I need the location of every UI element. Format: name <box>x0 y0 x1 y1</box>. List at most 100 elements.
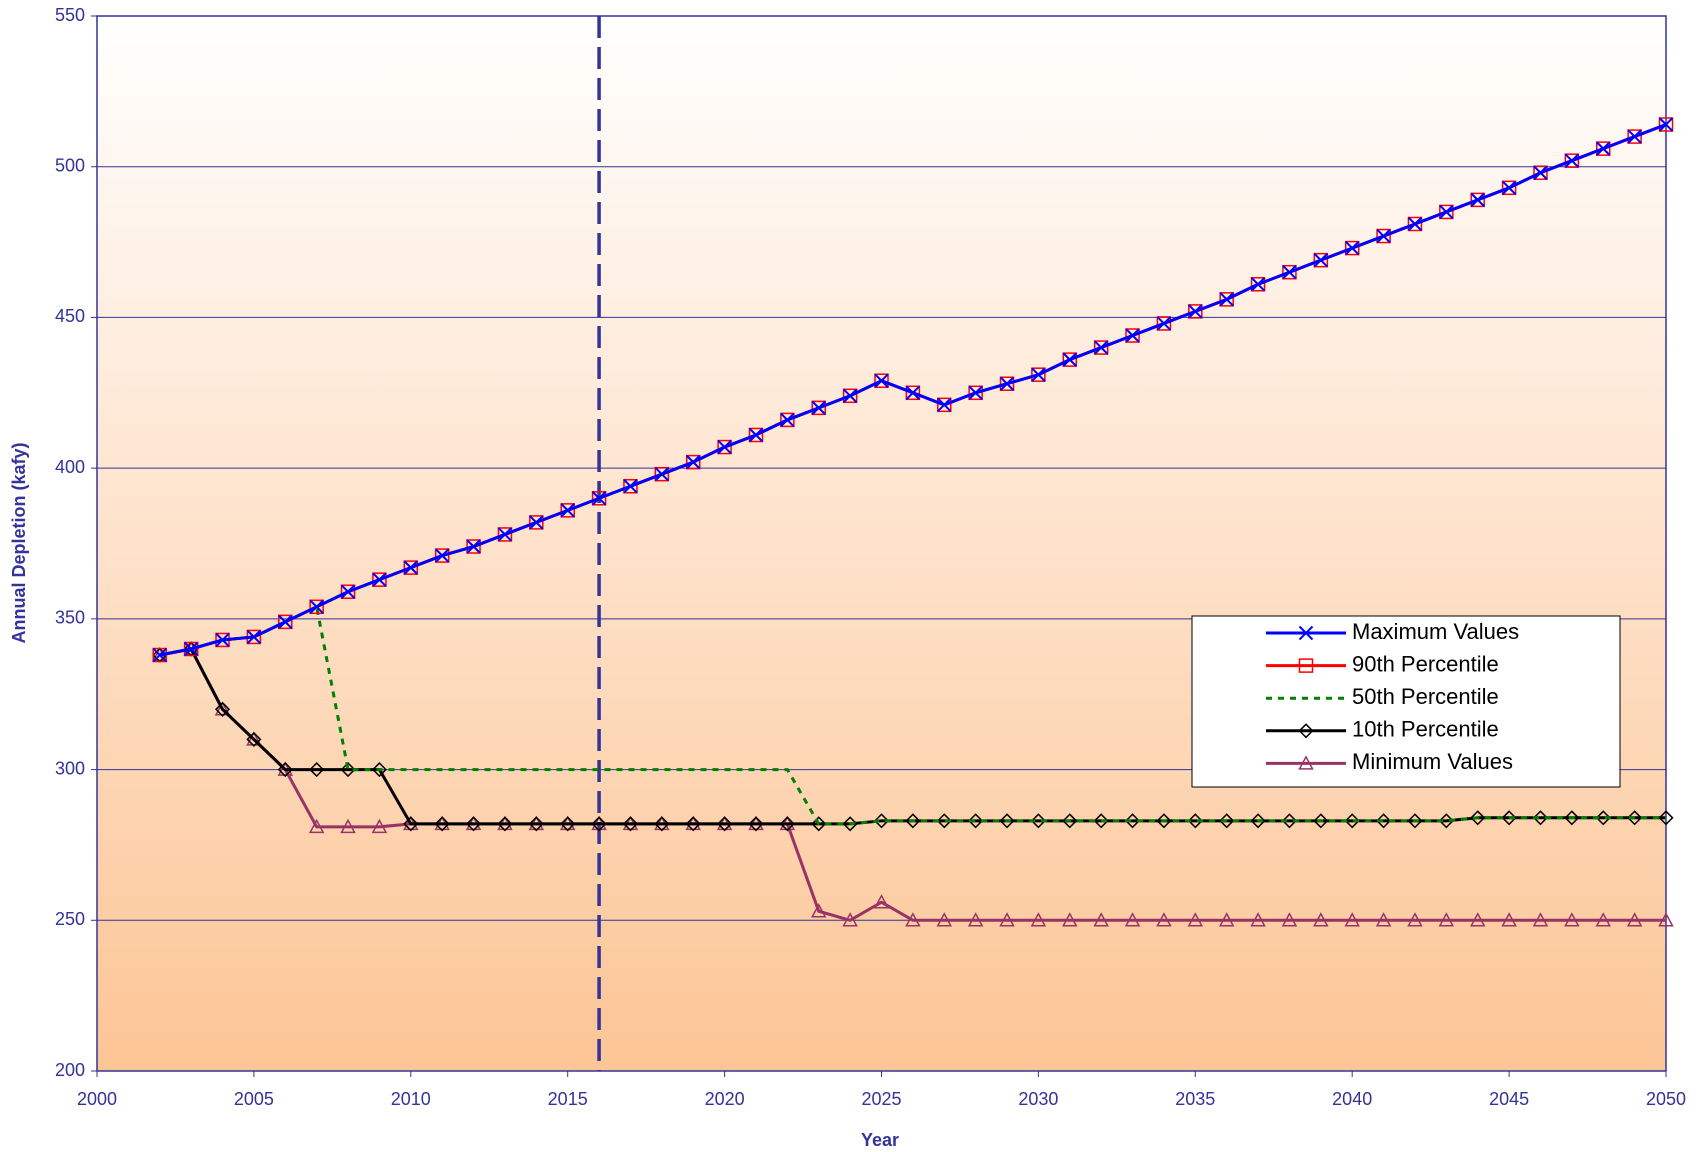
data-point <box>215 632 230 648</box>
data-point <box>1188 304 1203 319</box>
y-tick-label: 550 <box>55 5 85 25</box>
data-point <box>278 614 293 630</box>
y-tick-label: 450 <box>55 306 85 326</box>
data-point <box>748 427 764 443</box>
legend-label: 90th Percentile <box>1352 651 1499 676</box>
data-point <box>842 388 858 404</box>
x-tick-label: 2005 <box>234 1089 274 1109</box>
legend-marker <box>1298 723 1314 739</box>
y-tick-label: 350 <box>55 608 85 628</box>
data-point <box>1062 352 1077 367</box>
data-point <box>529 515 544 530</box>
x-axis-title: Year <box>861 1130 899 1150</box>
data-point <box>434 816 450 832</box>
data-point <box>1470 810 1486 826</box>
data-point <box>152 647 167 663</box>
data-point <box>1376 228 1391 244</box>
data-point <box>1282 265 1297 280</box>
data-point <box>842 816 858 832</box>
data-point <box>936 912 953 927</box>
data-point <box>1438 912 1455 927</box>
data-point <box>685 816 701 832</box>
data-point <box>654 466 670 482</box>
data-point <box>1344 240 1360 256</box>
data-point <box>1595 912 1611 927</box>
data-point <box>497 816 513 832</box>
data-point <box>371 762 387 778</box>
data-point <box>1188 304 1203 319</box>
data-point <box>1501 912 1517 927</box>
data-point <box>1218 912 1235 927</box>
data-point <box>1532 912 1549 927</box>
data-point <box>999 376 1015 391</box>
data-point <box>309 762 325 778</box>
y-axis-title: Annual Depletion (kafy) <box>9 442 29 643</box>
data-point <box>999 376 1015 391</box>
series-line <box>159 604 1666 826</box>
data-point <box>1250 912 1266 927</box>
data-point <box>1407 216 1423 232</box>
data-point <box>1219 813 1235 829</box>
data-point <box>1470 192 1485 208</box>
data-point <box>1564 810 1580 826</box>
data-point <box>1313 813 1329 829</box>
data-point <box>968 385 983 401</box>
data-point <box>1407 912 1423 927</box>
legend-marker <box>1298 755 1314 770</box>
data-point <box>371 818 388 834</box>
data-point <box>434 548 450 563</box>
data-point <box>622 816 639 832</box>
data-point <box>1125 328 1140 343</box>
data-point <box>1627 129 1642 144</box>
data-point <box>340 584 356 599</box>
data-point <box>465 816 482 832</box>
data-point <box>1658 117 1674 132</box>
data-point <box>779 816 795 832</box>
data-point <box>1187 813 1203 829</box>
data-point <box>1031 367 1046 382</box>
data-point <box>560 503 575 518</box>
data-point <box>811 816 827 832</box>
data-point <box>214 701 231 717</box>
data-point <box>874 373 889 388</box>
data-point <box>717 816 733 832</box>
data-point <box>1532 810 1549 826</box>
data-point <box>905 385 921 400</box>
data-point <box>1093 340 1109 355</box>
data-point <box>591 816 607 832</box>
data-point <box>717 439 732 455</box>
data-point <box>246 731 262 747</box>
x-tick-label: 2000 <box>77 1089 117 1109</box>
data-point <box>937 397 952 413</box>
data-point <box>277 762 293 778</box>
data-point <box>1156 316 1172 331</box>
data-point <box>1156 912 1172 927</box>
x-tick-label: 2010 <box>391 1089 431 1109</box>
data-point <box>1344 813 1360 829</box>
y-tick-label: 400 <box>55 457 85 477</box>
data-point <box>1125 328 1140 343</box>
data-point <box>591 491 607 506</box>
data-point <box>1281 813 1298 829</box>
legend-marker <box>1298 625 1314 641</box>
data-point <box>1093 813 1109 829</box>
series <box>152 117 1674 663</box>
data-point <box>1030 813 1046 829</box>
legend-label: 10th Percentile <box>1352 717 1499 742</box>
data-point <box>999 912 1015 927</box>
data-point <box>748 816 764 832</box>
data-point <box>1376 813 1392 829</box>
data-point <box>340 762 356 778</box>
data-point <box>1439 204 1454 220</box>
data-point <box>1627 810 1643 826</box>
data-point <box>842 388 858 404</box>
data-point <box>466 539 481 554</box>
data-point <box>1313 912 1329 927</box>
data-point <box>340 584 356 599</box>
data-point <box>1658 912 1674 927</box>
legend-label: Minimum Values <box>1352 749 1513 774</box>
data-point <box>278 614 293 630</box>
data-point <box>1187 912 1204 927</box>
data-point <box>811 400 826 416</box>
data-point <box>1595 141 1611 156</box>
